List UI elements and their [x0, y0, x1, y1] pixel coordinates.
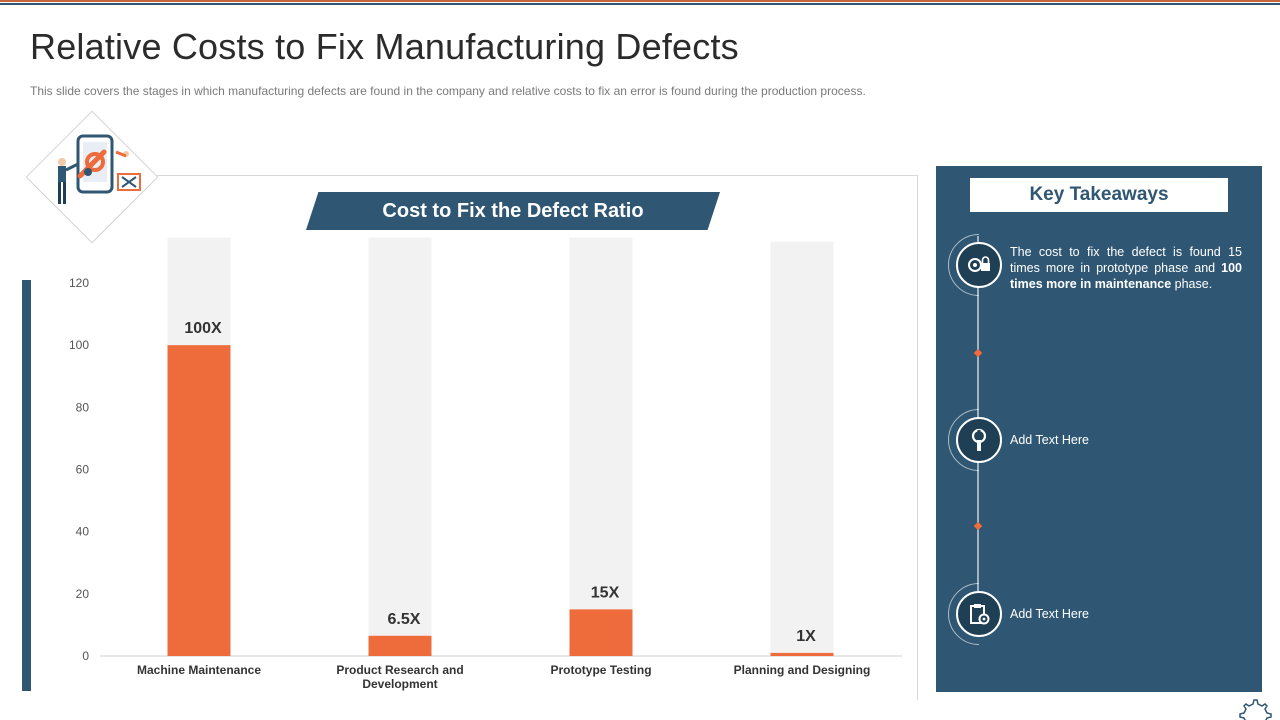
data-label: 6.5X — [388, 611, 421, 628]
key-takeaways-header: Key Takeaways — [970, 178, 1228, 212]
top-rule-brand — [0, 3, 1280, 5]
bar — [770, 652, 834, 656]
chart-title-banner: Cost to Fix the Defect Ratio — [306, 192, 720, 230]
gear-icon — [1239, 699, 1272, 720]
page-title: Relative Costs to Fix Manufacturing Defe… — [30, 26, 739, 67]
y-tick-label: 60 — [76, 463, 90, 477]
x-tick-label: Development — [362, 677, 437, 691]
x-tick-label: Prototype Testing — [550, 663, 651, 677]
y-tick-label: 100 — [69, 338, 89, 352]
y-tick-label: 120 — [69, 276, 89, 290]
timeline-marker — [973, 348, 983, 358]
y-tick-label: 80 — [76, 400, 90, 414]
gear-lock-icon — [956, 242, 1002, 288]
clipboard-gear-icon — [956, 591, 1002, 637]
x-tick-label: Machine Maintenance — [137, 663, 261, 677]
takeaway-text-segment: The cost to fix the defect is found 15 t… — [1010, 245, 1242, 275]
timeline-marker — [973, 521, 983, 531]
y-tick-label: 0 — [82, 649, 89, 663]
data-label: 1X — [796, 628, 816, 645]
takeaway-text-segment: Add Text Here — [1010, 433, 1089, 447]
wrench-icon — [956, 417, 1002, 463]
bar-track — [770, 241, 834, 656]
takeaway-item-3 — [948, 583, 1010, 645]
key-takeaways-panel: Key Takeaways The cost to fix the defect… — [936, 166, 1262, 692]
x-tick-label: Planning and Designing — [734, 663, 871, 677]
x-tick-label: Product Research and — [336, 663, 463, 677]
data-label: 100X — [184, 320, 222, 337]
takeaway-text-2: Add Text Here — [1010, 432, 1242, 448]
takeaway-item-1 — [948, 234, 1010, 296]
bar — [368, 635, 432, 656]
takeaway-item-2 — [948, 409, 1010, 471]
left-accent-bar — [22, 280, 31, 691]
takeaway-text-1: The cost to fix the defect is found 15 t… — [1010, 244, 1242, 292]
takeaway-text-3: Add Text Here — [1010, 606, 1242, 622]
chart-frame — [92, 175, 918, 700]
bar — [167, 345, 231, 656]
bar — [569, 609, 633, 656]
takeaway-text-segment: 100 times more in maintenance — [1010, 261, 1242, 291]
mobile-repair-icon — [58, 134, 141, 204]
chart-title: Cost to Fix the Defect Ratio — [382, 199, 644, 222]
data-label: 15X — [591, 584, 620, 601]
top-rule-accent — [0, 0, 1280, 2]
bar-track — [368, 237, 432, 656]
page-subtitle: This slide covers the stages in which ma… — [30, 84, 866, 98]
key-takeaways-title: Key Takeaways — [1029, 184, 1169, 205]
takeaway-text-segment: Add Text Here — [1010, 607, 1089, 621]
bar-track — [569, 237, 633, 656]
takeaway-text-segment: phase. — [1171, 277, 1213, 291]
y-tick-label: 40 — [76, 525, 90, 539]
y-tick-label: 20 — [76, 587, 90, 601]
